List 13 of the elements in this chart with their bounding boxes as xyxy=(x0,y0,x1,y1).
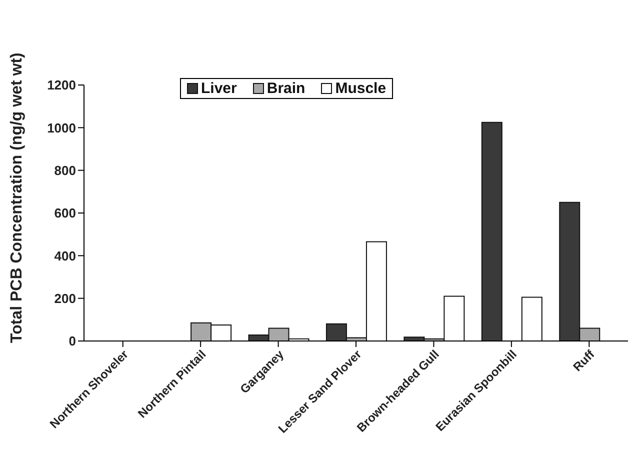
bar xyxy=(481,122,502,341)
y-tick-label: 400 xyxy=(54,248,76,264)
legend-label: Muscle xyxy=(334,80,386,97)
y-tick-label: 1200 xyxy=(47,78,76,93)
legend-label: Brain xyxy=(266,80,306,97)
y-tick-label: 1000 xyxy=(47,120,76,136)
y-tick-label: 0 xyxy=(68,334,76,349)
y-tick-label: 200 xyxy=(54,290,76,306)
y-tick-label: 800 xyxy=(54,162,76,178)
y-tick-label: 600 xyxy=(54,206,76,221)
legend-label: Liver xyxy=(200,80,237,97)
y-axis-title: Total PCB Concentration (ng/g wet wt) xyxy=(8,52,26,343)
bar xyxy=(521,296,542,341)
